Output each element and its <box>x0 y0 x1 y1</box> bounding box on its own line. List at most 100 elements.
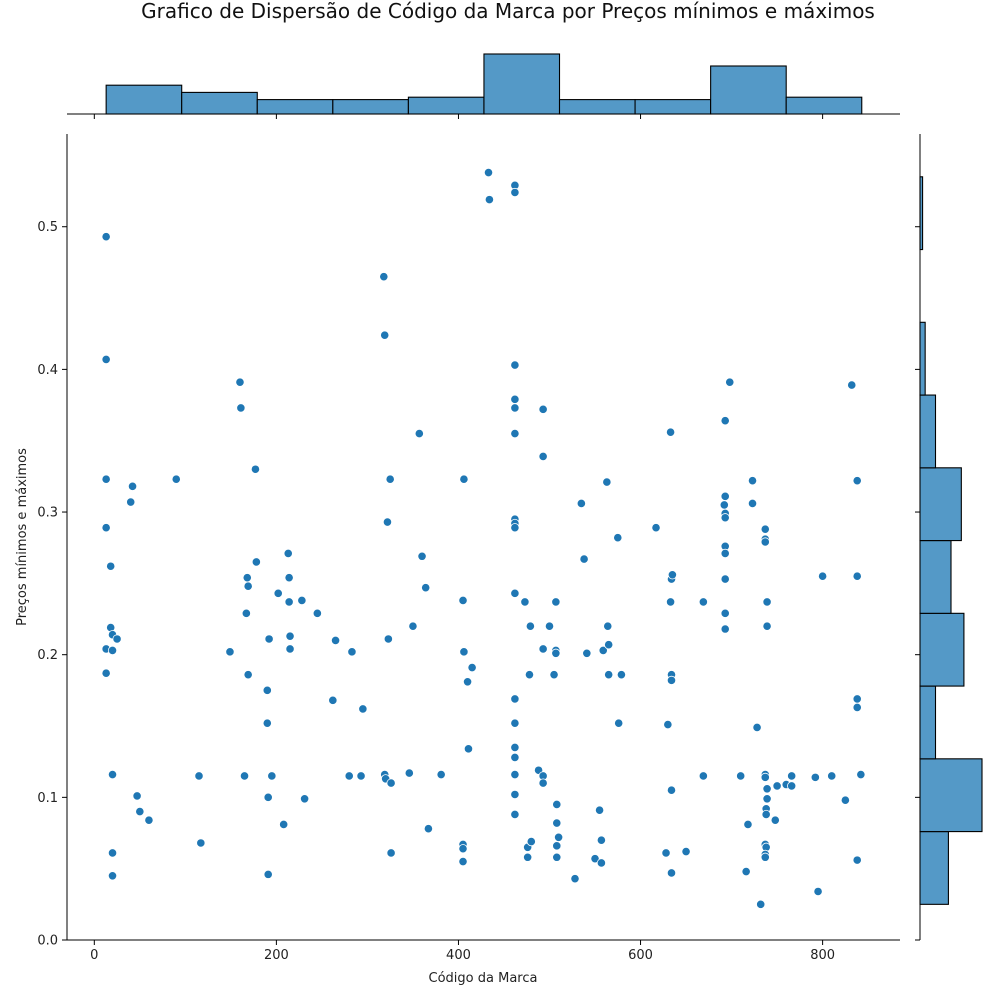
scatter-point <box>386 848 396 858</box>
scatter-point <box>241 608 251 618</box>
scatter-point <box>720 513 730 523</box>
scatter-point <box>458 844 468 854</box>
scatter-point <box>698 597 708 607</box>
x-axis-label: Código da Marca <box>429 971 538 986</box>
scatter-point <box>852 571 862 581</box>
scatter-point <box>538 404 548 414</box>
scatter-point <box>538 451 548 461</box>
scatter-point <box>101 474 111 484</box>
scatter-point <box>379 272 389 282</box>
scatter-point <box>263 869 273 879</box>
scatter-point <box>107 871 118 881</box>
scatter-point <box>762 597 772 607</box>
scatter-point <box>101 523 111 533</box>
scatter-point <box>510 742 520 753</box>
scatter-point <box>267 771 277 781</box>
scatter-point <box>242 573 252 583</box>
scatter-point <box>852 855 862 865</box>
scatter-point <box>747 476 758 486</box>
scatter-point <box>720 491 730 501</box>
scatter-point <box>510 394 520 404</box>
scatter-point <box>813 886 823 897</box>
scatter-point <box>551 597 561 607</box>
x-hist-bar <box>407 96 485 115</box>
y-marginal-histogram <box>915 134 983 941</box>
scatter-point <box>736 771 746 781</box>
scatter-point <box>827 771 837 781</box>
x-hist-bar <box>332 99 409 115</box>
y-ticks: 0.0 0.1 0.2 0.3 0.4 0.5 <box>37 220 67 949</box>
scatter-point <box>667 570 678 580</box>
scatter-point <box>852 702 862 713</box>
x-hist-bar <box>785 96 863 115</box>
scatter-point <box>135 807 145 817</box>
scatter-point <box>107 769 118 780</box>
scatter-point <box>582 648 592 658</box>
scatter-point <box>603 621 613 631</box>
scatter-point <box>666 675 677 685</box>
scatter-point <box>570 874 580 884</box>
scatter-point <box>604 670 614 680</box>
scatter-point <box>510 694 520 704</box>
scatter-point <box>852 694 862 704</box>
scatter-point <box>436 769 446 780</box>
scatter-point <box>414 428 424 439</box>
scatter-point <box>251 557 261 567</box>
x-hist-bar <box>634 99 712 115</box>
scatter-point <box>386 778 396 788</box>
scatter-point <box>665 597 676 607</box>
scatter-point <box>347 647 357 657</box>
scatter-point <box>787 781 797 791</box>
x-tick-label: 400 <box>446 948 471 963</box>
scatter-point <box>235 377 245 387</box>
y-hist-bar <box>919 394 937 469</box>
scatter-point <box>594 805 605 815</box>
y-hist-bar <box>919 612 965 687</box>
scatter-point <box>107 645 118 656</box>
scatter-point <box>194 771 204 781</box>
y-hist-bar <box>919 176 924 251</box>
scatter-point <box>666 785 677 795</box>
x-tick-label: 600 <box>628 948 653 963</box>
scatter-point <box>285 631 295 641</box>
y-hist-bar <box>919 685 937 760</box>
scatter-point <box>602 477 612 487</box>
scatter-point <box>112 634 122 644</box>
scatter-point <box>132 791 142 801</box>
scatter-point <box>264 634 274 644</box>
scatter-point <box>616 670 627 680</box>
scatter-point <box>770 815 780 825</box>
scatter-point <box>681 846 691 857</box>
scatter-point <box>106 561 116 571</box>
scatter-point <box>520 597 530 607</box>
scatter-point <box>552 799 562 810</box>
scatter-point <box>458 595 468 606</box>
scatter-point <box>385 474 395 484</box>
scatter-point <box>720 574 730 584</box>
scatter-point <box>526 836 536 847</box>
scatter-point <box>300 794 310 804</box>
scatter-point <box>552 841 562 851</box>
scatter-point <box>510 752 520 763</box>
scatter-point <box>510 769 520 780</box>
scatter-point <box>847 380 857 390</box>
scatter-point <box>760 772 770 782</box>
scatter-point <box>752 722 762 733</box>
y-tick-label: 0.5 <box>37 220 58 235</box>
scatter-point <box>576 498 586 509</box>
y-hist-bar <box>919 758 983 833</box>
scatter-point <box>463 744 474 754</box>
scatter-point <box>144 815 154 825</box>
x-hist-bar <box>256 99 334 115</box>
scatter-point <box>720 624 730 634</box>
scatter-point <box>772 781 782 791</box>
scatter-point <box>747 498 758 509</box>
scatter-point <box>554 832 564 842</box>
scatter-point <box>459 647 469 657</box>
scatter-point <box>404 768 414 778</box>
scatter-points <box>101 167 866 909</box>
y-tick-label: 0.0 <box>37 934 58 949</box>
y-hist-bar <box>919 321 926 396</box>
scatter-point <box>285 644 295 654</box>
